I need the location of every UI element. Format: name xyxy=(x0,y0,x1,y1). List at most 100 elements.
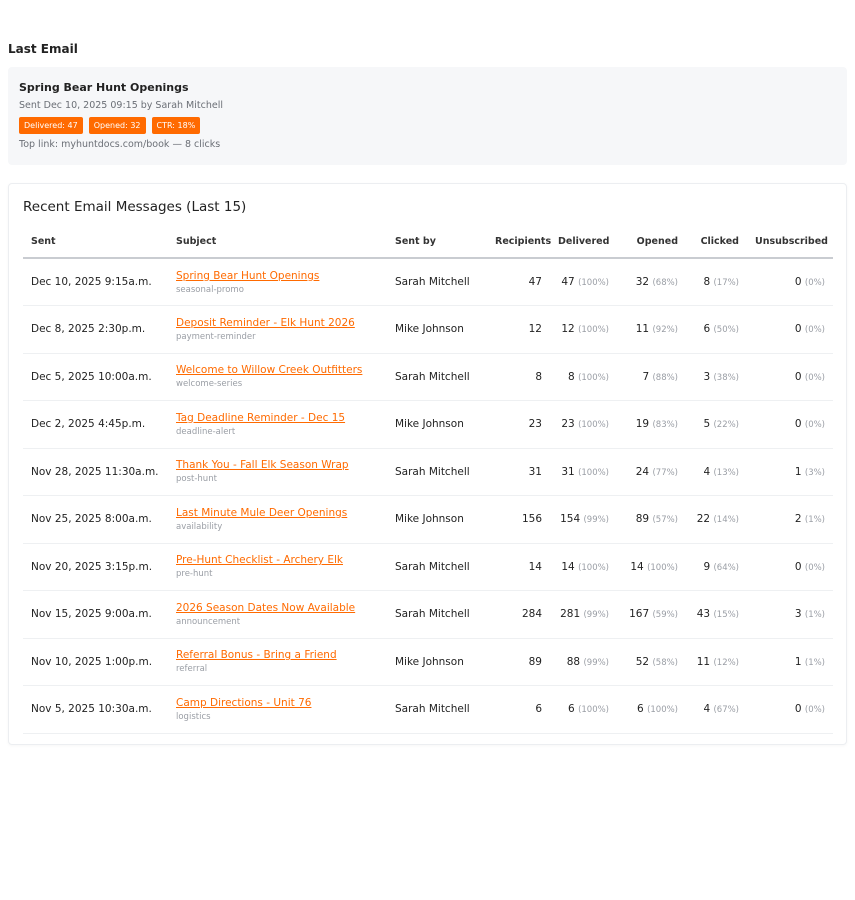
recipients-cell: 6 xyxy=(487,685,550,734)
subject-link[interactable]: Spring Bear Hunt Openings xyxy=(176,269,320,282)
recipients-cell: 23 xyxy=(487,400,550,449)
subject-cell: Referral Bonus - Bring a Friend referral xyxy=(168,638,387,686)
delivered-cell: 6 (100%) xyxy=(550,685,617,734)
table-row: Dec 2, 2025 4:45p.m. Tag Deadline Reminde… xyxy=(23,400,833,449)
last-email-card: Spring Bear Hunt Openings Sent Dec 10, 2… xyxy=(8,67,847,165)
col-sent-by: Sent by xyxy=(387,226,487,259)
delivered-percent: (100%) xyxy=(578,705,609,716)
sent-by-cell: Mike Johnson xyxy=(387,495,487,544)
recipients-cell: 89 xyxy=(487,638,550,686)
subject-cell: Camp Directions - Unit 76 logistics xyxy=(168,685,387,734)
subject-cell: Pre-Hunt Checklist - Archery Elk pre-hunt xyxy=(168,543,387,591)
clicked-percent: (13%) xyxy=(713,467,739,478)
recipients-cell: 8 xyxy=(487,353,550,401)
opened-cell: 7 (88%) xyxy=(617,353,686,401)
campaign-tag: referral xyxy=(176,664,208,675)
unsubscribed-cell: 1 (3%) xyxy=(747,448,833,496)
delivered-cell: 154 (99%) xyxy=(550,495,617,544)
delivered-percent: (100%) xyxy=(578,278,609,288)
clicked-percent: (64%) xyxy=(713,562,739,573)
campaign-tag: logistics xyxy=(176,711,211,722)
delivered-percent: (100%) xyxy=(578,420,609,431)
opened-cell: 6 (100%) xyxy=(617,685,686,734)
opened-percent: (88%) xyxy=(652,372,678,383)
col-clicked: Clicked xyxy=(686,226,747,259)
campaign-tag: pre-hunt xyxy=(176,569,213,580)
subject-link[interactable]: Camp Directions - Unit 76 xyxy=(176,696,312,709)
unsubscribed-cell: 0 (0%) xyxy=(747,543,833,591)
table-row: Nov 20, 2025 3:15p.m. Pre-Hunt Checklist … xyxy=(23,543,833,591)
campaign-tag: welcome-series xyxy=(176,379,243,390)
sent-cell: Dec 5, 2025 10:00a.m. xyxy=(23,353,168,401)
subject-link[interactable]: 2026 Season Dates Now Available xyxy=(176,601,356,614)
subject-link[interactable]: Last Minute Mule Deer Openings xyxy=(176,506,348,519)
recent-messages-card: Recent Email Messages (Last 15) Sent Sub… xyxy=(8,183,847,745)
unsubscribed-percent: (0%) xyxy=(804,278,825,288)
delivered-percent: (100%) xyxy=(578,372,609,383)
delivered-percent: (99%) xyxy=(583,657,609,668)
delivered-percent: (100%) xyxy=(578,467,609,478)
clicked-cell: 8 (17%) xyxy=(686,258,747,306)
sent-cell: Nov 10, 2025 1:00p.m. xyxy=(23,638,168,686)
opened-cell: 52 (58%) xyxy=(617,638,686,686)
unsubscribed-percent: (1%) xyxy=(804,610,825,621)
clicked-cell: 3 (38%) xyxy=(686,353,747,401)
col-delivered: Delivered xyxy=(550,226,617,259)
sent-by-cell: Sarah Mitchell xyxy=(387,590,487,639)
clicked-percent: (67%) xyxy=(713,705,739,716)
table-row: Nov 15, 2025 9:00a.m. 2026 Season Dates N… xyxy=(23,590,833,639)
unsubscribed-cell: 0 (0%) xyxy=(747,305,833,354)
clicked-percent: (17%) xyxy=(713,278,739,288)
delivered-cell: 88 (99%) xyxy=(550,638,617,686)
campaign-tag: availability xyxy=(176,521,223,532)
clicked-cell: 11 (12%) xyxy=(686,638,747,686)
subject-link[interactable]: Pre-Hunt Checklist - Archery Elk xyxy=(176,554,343,567)
opened-cell: 11 (92%) xyxy=(617,305,686,354)
unsubscribed-cell: 1 (1%) xyxy=(747,638,833,686)
recipients-cell: 47 xyxy=(487,258,550,306)
campaign-tag: payment-reminder xyxy=(176,331,256,342)
opened-badge: Opened: 32 xyxy=(88,117,146,134)
opened-percent: (100%) xyxy=(647,562,678,573)
recent-messages-title: Recent Email Messages (Last 15) xyxy=(23,199,247,215)
subject-cell: Tag Deadline Reminder - Dec 15 deadline-a… xyxy=(168,400,387,449)
sent-cell: Dec 2, 2025 4:45p.m. xyxy=(23,400,168,449)
table-row: Dec 8, 2025 2:30p.m. Deposit Reminder - E… xyxy=(23,305,833,354)
unsubscribed-cell: 0 (0%) xyxy=(747,685,833,734)
opened-cell: 24 (77%) xyxy=(617,448,686,496)
campaign-tag: announcement xyxy=(176,616,241,627)
table-row: Nov 28, 2025 11:30a.m. Thank You - Fall E… xyxy=(23,448,833,496)
delivered-cell: 47 (100%) xyxy=(550,258,617,306)
clicked-cell: 22 (14%) xyxy=(686,495,747,544)
subject-link[interactable]: Deposit Reminder - Elk Hunt 2026 xyxy=(176,316,355,329)
subject-cell: Spring Bear Hunt Openings seasonal-promo xyxy=(168,258,387,306)
delivered-percent: (100%) xyxy=(578,325,609,336)
opened-percent: (83%) xyxy=(652,420,678,431)
subject-cell: Thank You - Fall Elk Season Wrap post-hun… xyxy=(168,448,387,496)
subject-cell: 2026 Season Dates Now Available announcem… xyxy=(168,590,387,639)
col-sent: Sent xyxy=(23,226,168,259)
delivered-percent: (100%) xyxy=(578,562,609,573)
subject-link[interactable]: Thank You - Fall Elk Season Wrap xyxy=(176,459,349,472)
opened-cell: 14 (100%) xyxy=(617,543,686,591)
sent-by-cell: Sarah Mitchell xyxy=(387,685,487,734)
delivered-percent: (99%) xyxy=(583,610,609,621)
subject-link[interactable]: Tag Deadline Reminder - Dec 15 xyxy=(176,411,346,424)
clicked-cell: 5 (22%) xyxy=(686,400,747,449)
delivered-cell: 12 (100%) xyxy=(550,305,617,354)
unsubscribed-percent: (1%) xyxy=(804,515,825,526)
table-row: Nov 5, 2025 10:30a.m. Camp Directions - U… xyxy=(23,685,833,734)
table-row: Nov 10, 2025 1:00p.m. Referral Bonus - Br… xyxy=(23,638,833,686)
delivered-cell: 14 (100%) xyxy=(550,543,617,591)
opened-percent: (100%) xyxy=(647,705,678,716)
subject-link[interactable]: Referral Bonus - Bring a Friend xyxy=(176,649,337,662)
col-subject: Subject xyxy=(168,226,387,259)
subject-cell: Welcome to Willow Creek Outfitters welcom… xyxy=(168,353,387,401)
recipients-cell: 12 xyxy=(487,305,550,354)
subject-link[interactable]: Welcome to Willow Creek Outfitters xyxy=(176,364,363,377)
table-row: Dec 10, 2025 9:15a.m. Spring Bear Hunt Op… xyxy=(23,258,833,306)
last-email-heading: Last Email xyxy=(8,42,78,56)
sent-by-cell: Sarah Mitchell xyxy=(387,543,487,591)
col-opened: Opened xyxy=(617,226,686,259)
clicked-percent: (12%) xyxy=(713,657,739,668)
